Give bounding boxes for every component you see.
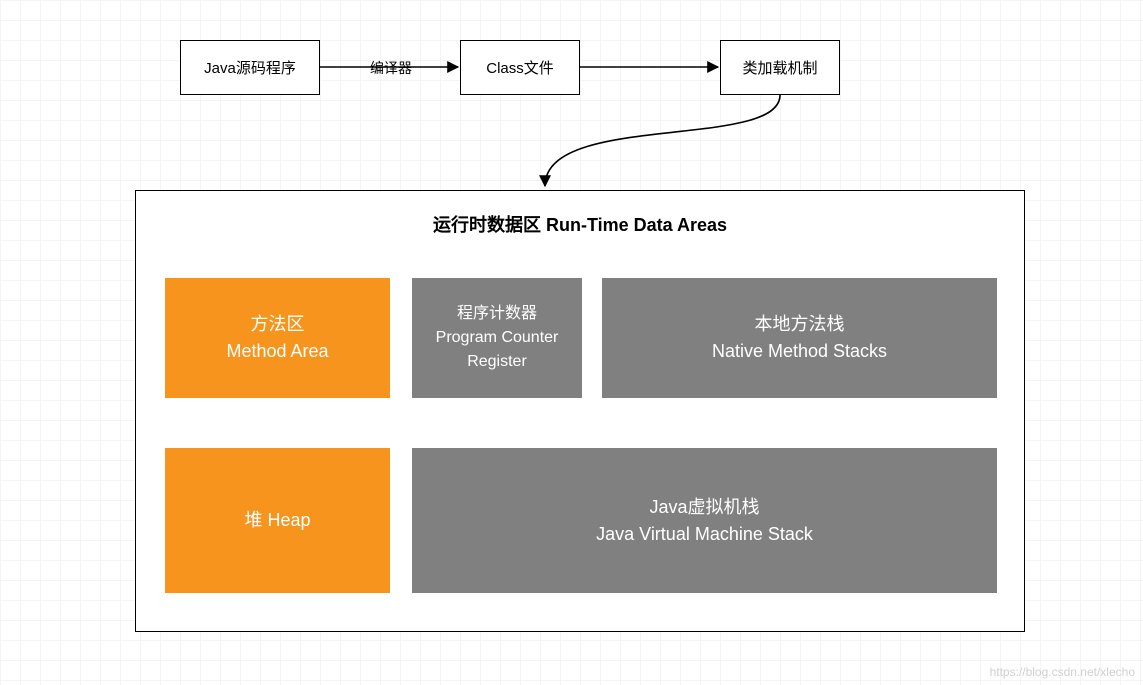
area-line: Program Counter xyxy=(436,326,559,350)
edge-label-compiler: 编译器 xyxy=(370,58,412,78)
area-line: 程序计数器 xyxy=(436,302,559,326)
node-label: Java源码程序 xyxy=(204,57,296,78)
container-title: 运行时数据区 Run-Time Data Areas xyxy=(136,211,1024,237)
watermark: https://blog.csdn.net/xlecho xyxy=(990,665,1135,679)
area-native-method-stacks: 本地方法栈 Native Method Stacks xyxy=(602,278,997,398)
area-jvm-stack: Java虚拟机栈 Java Virtual Machine Stack xyxy=(412,448,997,593)
node-class-loader: 类加载机制 xyxy=(720,40,840,95)
area-method-area: 方法区 Method Area xyxy=(165,278,390,398)
node-label: 类加载机制 xyxy=(742,57,817,78)
area-line: Register xyxy=(436,350,559,374)
node-class-file: Class文件 xyxy=(460,40,580,95)
area-line: Java虚拟机栈 xyxy=(596,494,813,521)
area-line: Java Virtual Machine Stack xyxy=(596,521,813,548)
node-java-source: Java源码程序 xyxy=(180,40,320,95)
diagram-canvas: Java源码程序 Class文件 类加载机制 编译器 运行时数据区 Run-Ti… xyxy=(0,0,1143,685)
area-pc-register: 程序计数器 Program Counter Register xyxy=(412,278,582,398)
area-heap: 堆 Heap xyxy=(165,448,390,593)
area-line: 本地方法栈 xyxy=(712,311,887,338)
area-line: 方法区 xyxy=(226,311,328,338)
area-line: Method Area xyxy=(226,338,328,365)
node-label: Class文件 xyxy=(486,57,554,78)
area-line: Native Method Stacks xyxy=(712,338,887,365)
area-line: 堆 Heap xyxy=(244,507,310,534)
